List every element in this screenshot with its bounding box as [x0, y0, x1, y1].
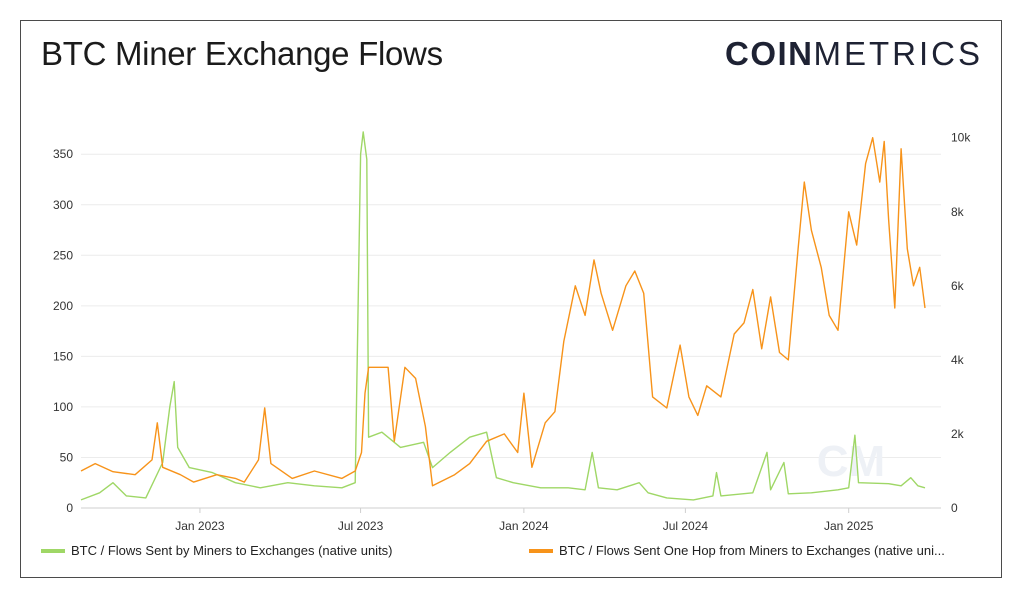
- logo-light-text: METRICS: [813, 35, 983, 72]
- y-left-tick-label: 50: [60, 450, 74, 464]
- x-tick-label: Jul 2024: [663, 519, 709, 533]
- watermark-logo: CM: [817, 437, 885, 486]
- y-left-tick-label: 350: [53, 147, 73, 161]
- legend-label-one-hop: BTC / Flows Sent One Hop from Miners to …: [559, 543, 945, 558]
- y-left-tick-label: 0: [66, 501, 73, 515]
- y-right-tick-label: 10k: [951, 131, 971, 145]
- legend-item-one-hop[interactable]: BTC / Flows Sent One Hop from Miners to …: [529, 543, 999, 558]
- line-chart: 0 50 100 150 200 250 300 350 0 2k 4k 6k 8k 10k Jan 202…: [53, 131, 971, 533]
- legend-label-miners: BTC / Flows Sent by Miners to Exchanges …: [71, 543, 393, 558]
- chart-card: BTC Miner Exchange Flows COINMETRICS 0 50…: [20, 20, 1002, 578]
- chart-title: BTC Miner Exchange Flows: [41, 35, 443, 72]
- y-right-tick-label: 8k: [951, 205, 965, 219]
- y-right-tick-label: 4k: [951, 353, 965, 367]
- legend-swatch-orange: [529, 548, 553, 553]
- y-left-tick-label: 100: [53, 400, 73, 414]
- legend-swatch-green: [41, 548, 65, 553]
- x-tick-label: Jan 2023: [175, 519, 225, 533]
- legend-item-miners[interactable]: BTC / Flows Sent by Miners to Exchanges …: [41, 543, 393, 558]
- x-tick-label: Jan 2025: [824, 519, 874, 533]
- coinmetrics-logo: COINMETRICS: [725, 35, 983, 73]
- y-right-tick-label: 2k: [951, 427, 965, 441]
- series-line-miners: [80, 131, 926, 501]
- x-tick-label: Jul 2023: [338, 519, 384, 533]
- y-right-tick-label: 6k: [951, 279, 965, 293]
- y-right-tick-label: 0: [951, 501, 958, 515]
- y-left-tick-label: 150: [53, 349, 73, 363]
- legend: BTC / Flows Sent by Miners to Exchanges …: [21, 541, 1003, 565]
- y-left-tick-label: 250: [53, 248, 73, 262]
- series-line-one-hop: [80, 137, 926, 487]
- logo-bold-text: COIN: [725, 35, 814, 72]
- x-tick-label: Jan 2024: [499, 519, 549, 533]
- y-left-tick-label: 200: [53, 299, 73, 313]
- y-left-tick-label: 300: [53, 198, 73, 212]
